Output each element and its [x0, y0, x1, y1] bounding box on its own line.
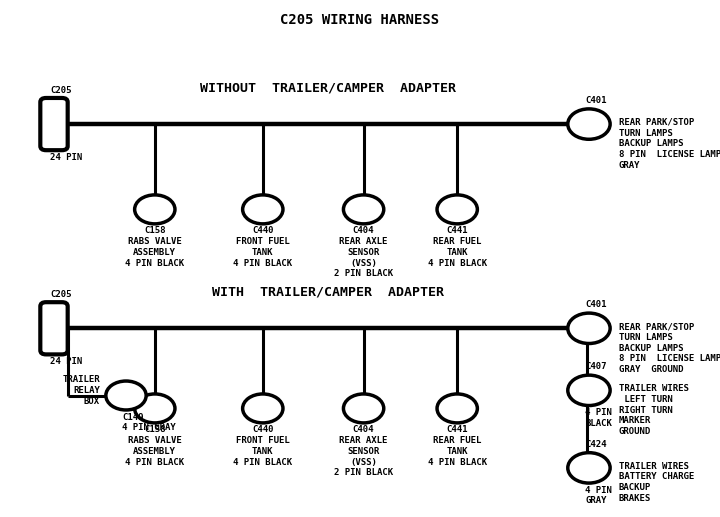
Text: C158
RABS VALVE
ASSEMBLY
4 PIN BLACK: C158 RABS VALVE ASSEMBLY 4 PIN BLACK	[125, 425, 184, 467]
Text: C407: C407	[585, 362, 607, 371]
Text: C441
REAR FUEL
TANK
4 PIN BLACK: C441 REAR FUEL TANK 4 PIN BLACK	[428, 425, 487, 467]
Circle shape	[568, 453, 610, 483]
Text: TRAILER WIRES
 LEFT TURN
RIGHT TURN
MARKER
GROUND: TRAILER WIRES LEFT TURN RIGHT TURN MARKE…	[618, 384, 688, 436]
FancyBboxPatch shape	[40, 98, 68, 150]
Text: WITH  TRAILER/CAMPER  ADAPTER: WITH TRAILER/CAMPER ADAPTER	[212, 285, 444, 298]
Text: WITHOUT  TRAILER/CAMPER  ADAPTER: WITHOUT TRAILER/CAMPER ADAPTER	[199, 81, 456, 94]
Circle shape	[243, 195, 283, 224]
Circle shape	[106, 381, 146, 410]
Circle shape	[568, 109, 610, 139]
Text: C401: C401	[585, 300, 607, 309]
Text: TRAILER WIRES
BATTERY CHARGE
BACKUP
BRAKES: TRAILER WIRES BATTERY CHARGE BACKUP BRAK…	[618, 462, 694, 503]
Text: REAR PARK/STOP
TURN LAMPS
BACKUP LAMPS
8 PIN  LICENSE LAMPS
GRAY  GROUND: REAR PARK/STOP TURN LAMPS BACKUP LAMPS 8…	[618, 322, 720, 374]
Text: 24 PIN: 24 PIN	[50, 153, 83, 161]
Text: C424: C424	[585, 439, 607, 449]
Circle shape	[437, 394, 477, 423]
Circle shape	[135, 394, 175, 423]
Text: C205: C205	[50, 291, 72, 299]
Text: C158
RABS VALVE
ASSEMBLY
4 PIN BLACK: C158 RABS VALVE ASSEMBLY 4 PIN BLACK	[125, 226, 184, 268]
Text: C440
FRONT FUEL
TANK
4 PIN BLACK: C440 FRONT FUEL TANK 4 PIN BLACK	[233, 226, 292, 268]
Text: C205: C205	[50, 86, 72, 95]
Text: C401: C401	[585, 96, 607, 105]
Text: C441
REAR FUEL
TANK
4 PIN BLACK: C441 REAR FUEL TANK 4 PIN BLACK	[428, 226, 487, 268]
Text: C205 WIRING HARNESS: C205 WIRING HARNESS	[280, 13, 440, 27]
Text: C404
REAR AXLE
SENSOR
(VSS)
2 PIN BLACK: C404 REAR AXLE SENSOR (VSS) 2 PIN BLACK	[334, 425, 393, 478]
Circle shape	[568, 313, 610, 343]
Text: C404
REAR AXLE
SENSOR
(VSS)
2 PIN BLACK: C404 REAR AXLE SENSOR (VSS) 2 PIN BLACK	[334, 226, 393, 279]
Circle shape	[437, 195, 477, 224]
Text: TRAILER
RELAY
BOX: TRAILER RELAY BOX	[63, 375, 100, 405]
Text: REAR PARK/STOP
TURN LAMPS
BACKUP LAMPS
8 PIN  LICENSE LAMPS
GRAY: REAR PARK/STOP TURN LAMPS BACKUP LAMPS 8…	[618, 118, 720, 170]
Text: 24 PIN: 24 PIN	[50, 357, 83, 366]
Circle shape	[243, 394, 283, 423]
Text: C440
FRONT FUEL
TANK
4 PIN BLACK: C440 FRONT FUEL TANK 4 PIN BLACK	[233, 425, 292, 467]
Text: C149
4 PIN GRAY: C149 4 PIN GRAY	[122, 413, 176, 432]
Circle shape	[568, 375, 610, 405]
Circle shape	[343, 394, 384, 423]
Circle shape	[135, 195, 175, 224]
FancyBboxPatch shape	[40, 302, 68, 355]
Circle shape	[343, 195, 384, 224]
Text: 4 PIN
GRAY: 4 PIN GRAY	[585, 485, 612, 506]
Text: 4 PIN
BLACK: 4 PIN BLACK	[585, 408, 612, 428]
